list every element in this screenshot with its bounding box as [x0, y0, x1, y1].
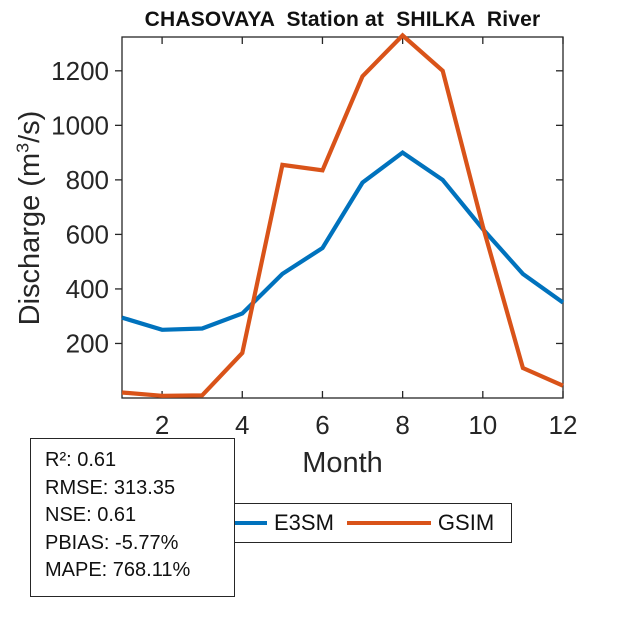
y-tick-label: 800 [66, 165, 109, 195]
series-line-gsim [121, 32, 564, 398]
x-tick-label: 12 [549, 410, 578, 440]
y-tick-label: 600 [66, 219, 109, 249]
y-tick-label: 1200 [51, 56, 109, 86]
x-axis-label: Month [302, 447, 383, 479]
y-tick-label: 1000 [51, 110, 109, 140]
stats-annotation-box: R²: 0.61 RMSE: 313.35 NSE: 0.61 PBIAS: -… [30, 438, 235, 597]
legend-item-gsim: GSIM [346, 510, 495, 536]
legend-label-gsim: GSIM [437, 510, 495, 535]
stat-mape: MAPE: 768.11% [45, 559, 191, 581]
legend-label-e3sm: E3SM [274, 510, 334, 535]
x-tick-label: 10 [468, 410, 497, 440]
stat-r2: R²: 0.61 [45, 449, 117, 471]
gsim-line-sample [346, 521, 431, 525]
stat-rmse: RMSE: 313.35 [45, 476, 176, 499]
y-axis-label: Discharge (m3/s) [12, 110, 46, 326]
x-tick-label: 6 [315, 410, 329, 440]
series-line-e3sm [121, 150, 565, 332]
x-tick-label: 2 [155, 410, 169, 440]
stat-nse: NSE: 0.61 [45, 504, 137, 526]
x-tick-label: 4 [235, 410, 249, 440]
stat-pbias: PBIAS: -5.77% [45, 531, 179, 554]
x-tick-label: 8 [395, 410, 409, 440]
chart-title: CHASOVAYA Station at SHILKA River [144, 8, 541, 31]
axes-box [121, 36, 564, 399]
y-tick-label: 200 [66, 328, 109, 358]
y-tick-label: 400 [66, 274, 109, 304]
